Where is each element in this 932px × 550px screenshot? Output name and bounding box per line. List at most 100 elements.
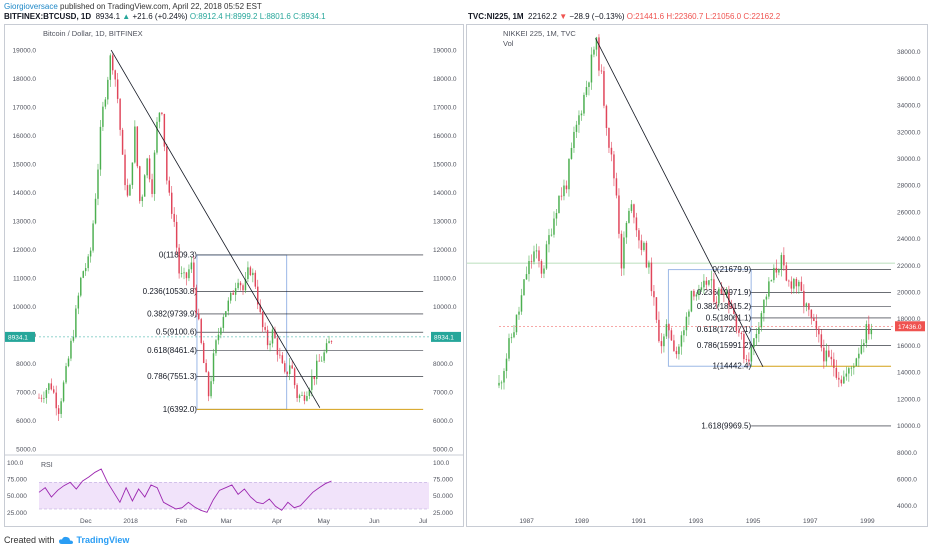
x-tick-label: 2018 <box>123 518 138 525</box>
y-tick-label-right: 8000.0 <box>433 361 453 368</box>
candle-body <box>660 341 663 347</box>
candle-body <box>598 37 600 71</box>
rsi-tick-label-right: 25.000 <box>433 510 453 517</box>
candle-body <box>590 54 593 83</box>
candle-body <box>72 336 75 341</box>
fibonacci-range-box <box>667 269 752 367</box>
y-tick-label-right: 16000.0 <box>897 343 921 350</box>
candle-body <box>313 376 316 380</box>
candle-body <box>323 352 325 361</box>
candle-body <box>254 272 257 287</box>
candle-body <box>173 213 175 222</box>
candle-body <box>780 255 783 270</box>
candle-body <box>168 180 171 193</box>
candle-body <box>673 340 675 351</box>
x-tick-label: Feb <box>176 518 188 525</box>
candle-body <box>77 295 80 309</box>
left-up-arrow-icon: ▲ <box>122 12 131 21</box>
candle-body <box>810 309 813 318</box>
candle-body <box>67 358 70 367</box>
candle-body <box>97 169 99 199</box>
candle-body <box>291 365 293 369</box>
fib-level-label: 0.382(18915.2) <box>697 302 752 311</box>
last-price-value-right: 8934.1 <box>434 334 454 341</box>
y-tick-label-left: 5000.0 <box>16 447 36 454</box>
tradingview-cloud-icon <box>58 536 73 544</box>
candle-body <box>136 126 139 167</box>
candle-body <box>513 332 515 338</box>
chart-subtitle: Vol <box>503 39 514 48</box>
candle-body <box>648 262 650 268</box>
candle-body <box>259 304 261 312</box>
candle-body <box>232 292 234 295</box>
candle-body <box>678 346 680 355</box>
nikkei-chart-panel[interactable]: 4000.0 6000.0 8000.0 10000.0 12000.0 14000.0 1… <box>459 24 928 527</box>
btc-chart-svg[interactable]: 5000.0 5000.0 6000.0 6000.0 7000.0 7000.0 8000… <box>5 25 463 526</box>
y-tick-label-right: 28000.0 <box>897 183 921 190</box>
candle-body <box>62 382 65 402</box>
candle-body <box>261 311 264 328</box>
candle-body <box>723 293 725 295</box>
candle-body <box>695 294 698 297</box>
left-high: H:8999.2 <box>224 12 258 21</box>
candle-body <box>605 105 608 128</box>
x-tick-label: Dec <box>80 518 92 525</box>
candle-body <box>665 324 668 337</box>
left-last-price: 8934.1 <box>95 12 121 21</box>
right-down-arrow-icon: ▼ <box>559 12 568 21</box>
candle-body <box>126 185 129 196</box>
candle-body <box>735 314 738 331</box>
candle-body <box>276 338 279 355</box>
candle-body <box>38 397 40 399</box>
y-tick-label-right: 12000.0 <box>897 396 921 403</box>
right-last-price: 22162.2 <box>528 12 557 21</box>
tradingview-logo-text[interactable]: TradingView <box>76 535 130 545</box>
candle-body <box>603 71 605 106</box>
right-change: −28.9 (−0.13%) <box>569 12 625 21</box>
nikkei-chart-svg[interactable]: 4000.0 6000.0 8000.0 10000.0 12000.0 14000.0 1… <box>459 25 927 526</box>
candle-body <box>311 376 313 390</box>
fib-level-label: 0.5(9100.6) <box>156 328 197 337</box>
candle-body <box>515 314 518 333</box>
candle-body <box>274 329 276 339</box>
candle-body <box>107 79 109 100</box>
candle-body <box>838 377 840 380</box>
candle-body <box>148 158 151 180</box>
candle-body <box>760 313 763 328</box>
btc-chart-panel[interactable]: 5000.0 5000.0 6000.0 6000.0 7000.0 7000.0 8000… <box>4 24 464 527</box>
candle-body <box>520 295 523 312</box>
candle-body <box>713 279 715 302</box>
candle-body <box>217 334 220 341</box>
candle-body <box>518 311 520 315</box>
candle-body <box>200 319 202 343</box>
candle-body <box>316 360 318 380</box>
candle-body <box>252 272 254 276</box>
candle-body <box>525 274 528 280</box>
right-symbol-header: TVC:NI225, 1M 22162.2 ▼ −28.9 (−0.13%) O… <box>468 12 780 21</box>
author-link[interactable]: Giorgioversace <box>4 2 58 11</box>
candle-body <box>680 335 683 347</box>
rsi-tick-label-left: 50.000 <box>7 493 27 500</box>
candle-body <box>583 94 585 114</box>
y-tick-label-right: 10000.0 <box>897 423 921 430</box>
candle-body <box>170 192 173 214</box>
x-tick-label: Apr <box>272 518 283 525</box>
candle-body <box>685 316 688 331</box>
x-tick-label: Mar <box>221 518 233 525</box>
candle-body <box>793 278 795 289</box>
last-price-tag-right <box>431 331 461 342</box>
candle-body <box>146 158 148 176</box>
candle-body <box>222 316 225 328</box>
candle-body <box>670 330 673 341</box>
candle-body <box>620 233 623 269</box>
fib-level-label: 0.786(15991.2) <box>697 341 752 350</box>
right-high: H:22360.7 <box>666 12 704 21</box>
y-tick-label-left: 13000.0 <box>13 219 37 226</box>
y-tick-label-right: 6000.0 <box>897 476 917 483</box>
candle-body <box>212 353 215 382</box>
candle-body <box>508 338 510 359</box>
candle-body <box>550 234 553 236</box>
candle-body <box>505 358 508 372</box>
y-tick-label-left: 15000.0 <box>13 162 37 169</box>
candle-body <box>202 342 205 364</box>
